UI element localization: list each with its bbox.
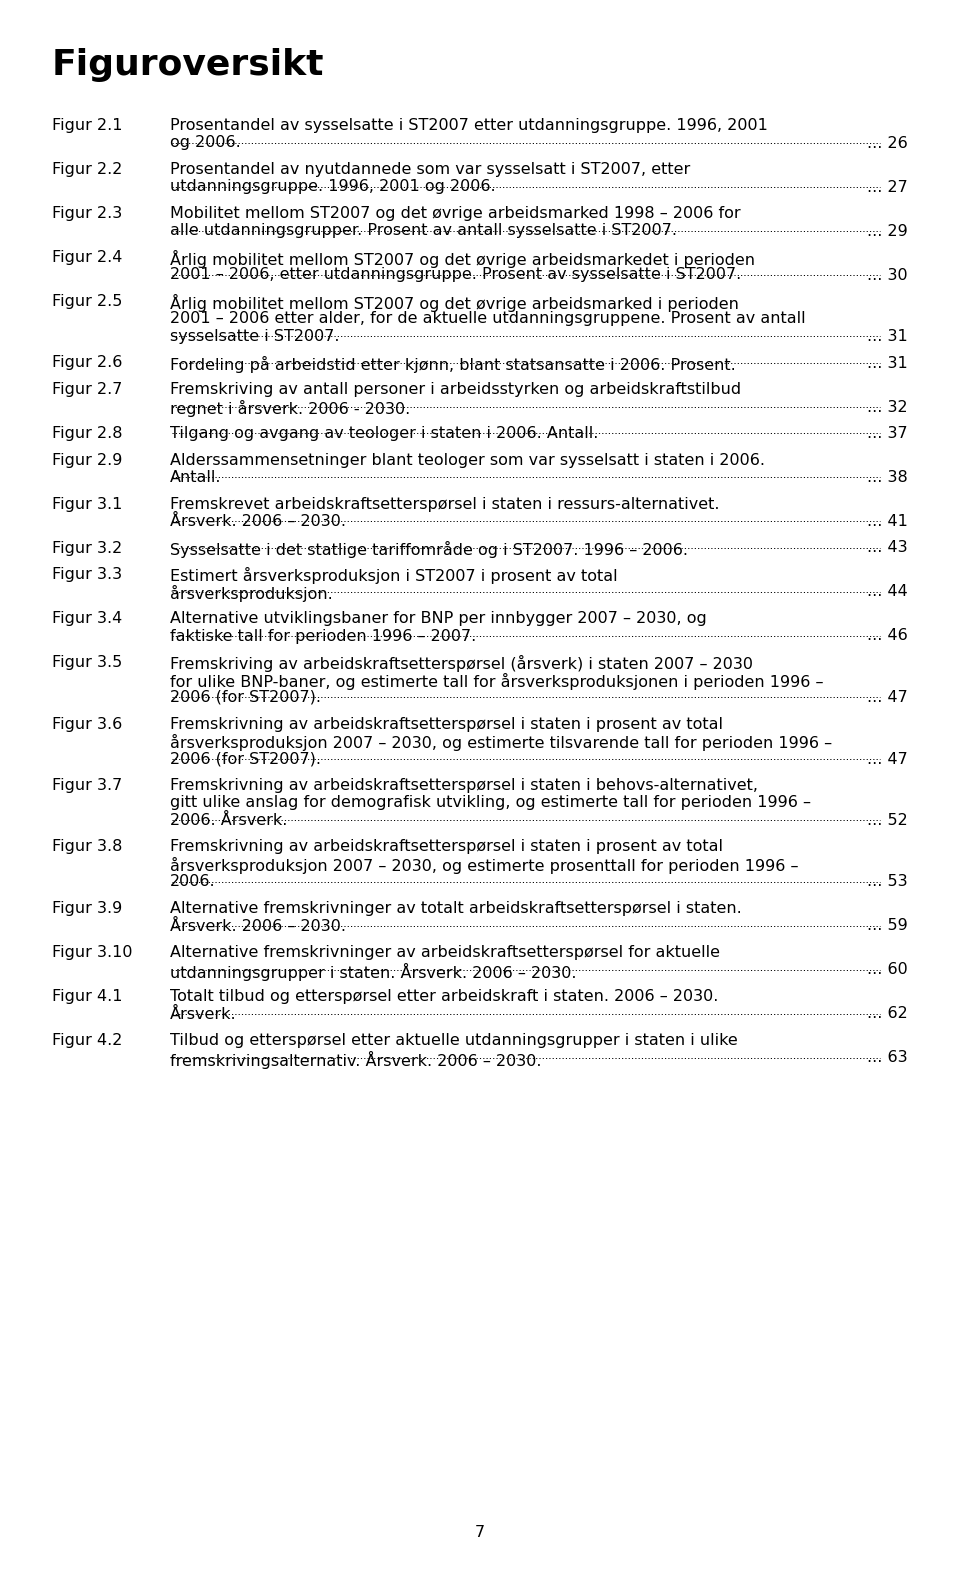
Text: Prosentandel av nyutdannede som var sysselsatt i ST2007, etter: Prosentandel av nyutdannede som var syss… [170, 163, 690, 177]
Text: 7: 7 [475, 1525, 485, 1540]
Text: Figur 2.4: Figur 2.4 [52, 250, 122, 265]
Text: Figur 3.8: Figur 3.8 [52, 839, 122, 855]
Text: Figur 3.10: Figur 3.10 [52, 945, 132, 961]
Text: Årsverk.: Årsverk. [170, 1006, 236, 1022]
Text: ... 26: ... 26 [867, 136, 908, 150]
Text: årsverksproduksjon.: årsverksproduksjon. [170, 585, 333, 602]
Text: Figur 2.5: Figur 2.5 [52, 294, 122, 310]
Text: 2006. Årsverk.: 2006. Årsverk. [170, 814, 287, 828]
Text: ... 52: ... 52 [867, 814, 908, 828]
Text: årsverksproduksjon 2007 – 2030, og estimerte tilsvarende tall for perioden 1996 : årsverksproduksjon 2007 – 2030, og estim… [170, 735, 832, 750]
Text: Årsverk. 2006 – 2030.: Årsverk. 2006 – 2030. [170, 514, 346, 529]
Text: Figur 3.3: Figur 3.3 [52, 567, 122, 581]
Text: ... 43: ... 43 [868, 540, 908, 556]
Text: Fremskrevet arbeidskraftsetterspørsel i staten i ressurs-alternativet.: Fremskrevet arbeidskraftsetterspørsel i … [170, 496, 719, 512]
Text: 2001 – 2006 etter alder, for de aktuelle utdanningsgruppene. Prosent av antall: 2001 – 2006 etter alder, for de aktuelle… [170, 311, 805, 327]
Text: ... 63: ... 63 [868, 1051, 908, 1065]
Text: ... 27: ... 27 [867, 180, 908, 194]
Text: Årlig mobilitet mellom ST2007 og det øvrige arbeidsmarkedet i perioden: Årlig mobilitet mellom ST2007 og det øvr… [170, 250, 755, 269]
Text: Totalt tilbud og etterspørsel etter arbeidskraft i staten. 2006 – 2030.: Totalt tilbud og etterspørsel etter arbe… [170, 989, 718, 1003]
Text: Figur 3.9: Figur 3.9 [52, 901, 122, 916]
Text: Tilbud og etterspørsel etter aktuelle utdanningsgrupper i staten i ulike: Tilbud og etterspørsel etter aktuelle ut… [170, 1033, 737, 1048]
Text: ... 29: ... 29 [867, 223, 908, 239]
Text: Figur 2.6: Figur 2.6 [52, 356, 122, 370]
Text: Estimert årsverksproduksjon i ST2007 i prosent av total: Estimert årsverksproduksjon i ST2007 i p… [170, 567, 617, 585]
Text: Figur 4.1: Figur 4.1 [52, 989, 123, 1003]
Text: Sysselsatte i det statlige tariffområde og i ST2007. 1996 – 2006.: Sysselsatte i det statlige tariffområde … [170, 540, 688, 558]
Text: Antall.: Antall. [170, 469, 222, 485]
Text: Fremskrivning av arbeidskraftsetterspørsel i staten i behovs-alternativet,: Fremskrivning av arbeidskraftsetterspørs… [170, 777, 758, 793]
Text: Figur 3.5: Figur 3.5 [52, 656, 122, 670]
Text: ... 31: ... 31 [867, 329, 908, 344]
Text: gitt ulike anslag for demografisk utvikling, og estimerte tall for perioden 1996: gitt ulike anslag for demografisk utvikl… [170, 795, 811, 811]
Text: ... 47: ... 47 [867, 752, 908, 766]
Text: sysselsatte i ST2007.: sysselsatte i ST2007. [170, 329, 340, 344]
Text: ... 37: ... 37 [868, 427, 908, 441]
Text: 2001 – 2006, etter utdanningsgruppe. Prosent av sysselsatte i ST2007.: 2001 – 2006, etter utdanningsgruppe. Pro… [170, 267, 741, 283]
Text: ... 44: ... 44 [867, 585, 908, 599]
Text: ... 59: ... 59 [867, 918, 908, 934]
Text: ... 38: ... 38 [867, 469, 908, 485]
Text: ... 31: ... 31 [867, 356, 908, 370]
Text: faktiske tall for perioden 1996 – 2007.: faktiske tall for perioden 1996 – 2007. [170, 629, 476, 643]
Text: for ulike BNP-baner, og estimerte tall for årsverksproduksjonen i perioden 1996 : for ulike BNP-baner, og estimerte tall f… [170, 673, 824, 689]
Text: Alternative utviklingsbaner for BNP per innbygger 2007 – 2030, og: Alternative utviklingsbaner for BNP per … [170, 611, 707, 626]
Text: Figur 2.9: Figur 2.9 [52, 452, 122, 468]
Text: årsverksproduksjon 2007 – 2030, og estimerte prosenttall for perioden 1996 –: årsverksproduksjon 2007 – 2030, og estim… [170, 856, 799, 874]
Text: Figur 2.2: Figur 2.2 [52, 163, 122, 177]
Text: Fremskriving av antall personer i arbeidsstyrken og arbeidskraftstilbud: Fremskriving av antall personer i arbeid… [170, 382, 741, 397]
Text: Mobilitet mellom ST2007 og det øvrige arbeidsmarked 1998 – 2006 for: Mobilitet mellom ST2007 og det øvrige ar… [170, 205, 740, 221]
Text: Fremskriving av arbeidskraftsetterspørsel (årsverk) i staten 2007 – 2030: Fremskriving av arbeidskraftsetterspørse… [170, 656, 753, 672]
Text: 2006 (for ST2007).: 2006 (for ST2007). [170, 752, 321, 766]
Text: regnet i årsverk. 2006 - 2030.: regnet i årsverk. 2006 - 2030. [170, 400, 410, 417]
Text: Figur 4.2: Figur 4.2 [52, 1033, 122, 1048]
Text: fremskrivingsalternativ. Årsverk. 2006 – 2030.: fremskrivingsalternativ. Årsverk. 2006 –… [170, 1051, 541, 1068]
Text: Figur 2.1: Figur 2.1 [52, 118, 123, 133]
Text: ... 47: ... 47 [867, 690, 908, 705]
Text: alle utdanningsgrupper. Prosent av antall sysselsatte i ST2007.: alle utdanningsgrupper. Prosent av antal… [170, 223, 677, 239]
Text: ... 46: ... 46 [867, 629, 908, 643]
Text: ... 62: ... 62 [867, 1006, 908, 1022]
Text: Figur 3.7: Figur 3.7 [52, 777, 122, 793]
Text: Figur 3.4: Figur 3.4 [52, 611, 122, 626]
Text: Figur 2.3: Figur 2.3 [52, 205, 122, 221]
Text: 2006 (for ST2007).: 2006 (for ST2007). [170, 690, 321, 705]
Text: ... 30: ... 30 [868, 267, 908, 283]
Text: ... 53: ... 53 [868, 874, 908, 890]
Text: Alderssammensetninger blant teologer som var sysselsatt i staten i 2006.: Alderssammensetninger blant teologer som… [170, 452, 765, 468]
Text: Fremskrivning av arbeidskraftsetterspørsel i staten i prosent av total: Fremskrivning av arbeidskraftsetterspørs… [170, 839, 723, 855]
Text: Tilgang og avgang av teologer i staten i 2006. Antall.: Tilgang og avgang av teologer i staten i… [170, 427, 598, 441]
Text: 2006.: 2006. [170, 874, 216, 890]
Text: Alternative fremskrivninger av totalt arbeidskraftsetterspørsel i staten.: Alternative fremskrivninger av totalt ar… [170, 901, 742, 916]
Text: Figur 3.1: Figur 3.1 [52, 496, 122, 512]
Text: ... 41: ... 41 [867, 514, 908, 529]
Text: Årsverk. 2006 – 2030.: Årsverk. 2006 – 2030. [170, 918, 346, 934]
Text: Figur 3.2: Figur 3.2 [52, 540, 122, 556]
Text: Årlig mobilitet mellom ST2007 og det øvrige arbeidsmarked i perioden: Årlig mobilitet mellom ST2007 og det øvr… [170, 294, 739, 311]
Text: Figuroversikt: Figuroversikt [52, 47, 324, 82]
Text: Fordeling på arbeidstid etter kjønn, blant statsansatte i 2006. Prosent.: Fordeling på arbeidstid etter kjønn, bla… [170, 356, 735, 373]
Text: Prosentandel av sysselsatte i ST2007 etter utdanningsgruppe. 1996, 2001: Prosentandel av sysselsatte i ST2007 ett… [170, 118, 768, 133]
Text: Figur 3.6: Figur 3.6 [52, 716, 122, 732]
Text: utdanningsgrupper i staten. Årsverk. 2006 – 2030.: utdanningsgrupper i staten. Årsverk. 200… [170, 962, 577, 981]
Text: Figur 2.8: Figur 2.8 [52, 427, 123, 441]
Text: Fremskrivning av arbeidskraftsetterspørsel i staten i prosent av total: Fremskrivning av arbeidskraftsetterspørs… [170, 716, 723, 732]
Text: utdanningsgruppe. 1996, 2001 og 2006.: utdanningsgruppe. 1996, 2001 og 2006. [170, 180, 495, 194]
Text: og 2006.: og 2006. [170, 136, 241, 150]
Text: Alternative fremskrivninger av arbeidskraftsetterspørsel for aktuelle: Alternative fremskrivninger av arbeidskr… [170, 945, 720, 961]
Text: ... 60: ... 60 [867, 962, 908, 978]
Text: Figur 2.7: Figur 2.7 [52, 382, 122, 397]
Text: ... 32: ... 32 [868, 400, 908, 414]
